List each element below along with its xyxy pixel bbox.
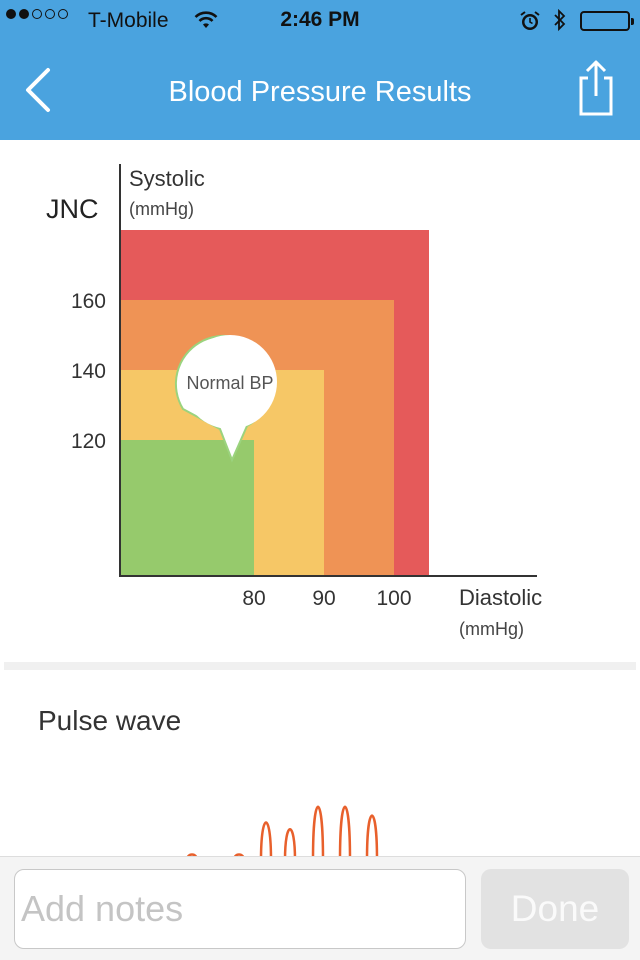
x-tick-label: 80: [242, 587, 265, 610]
x-tick-label: 100: [376, 587, 411, 610]
pulse-wave-line: [0, 805, 640, 860]
section-divider: [4, 662, 636, 670]
y-tick-label: 160: [71, 290, 106, 313]
zone-green: [120, 440, 254, 576]
carrier-label: T-Mobile: [88, 9, 169, 32]
notes-input[interactable]: [14, 869, 466, 949]
page-title: Blood Pressure Results: [168, 76, 472, 108]
y-axis-unit: (mmHg): [129, 199, 194, 219]
y-tick-label: 120: [71, 430, 106, 453]
x-tick-label: 90: [312, 587, 335, 610]
wifi-icon: [193, 10, 219, 36]
marker-label: Normal BP: [186, 373, 273, 393]
battery-icon: [580, 11, 634, 31]
share-button[interactable]: [570, 56, 622, 120]
bluetooth-icon: [552, 8, 568, 39]
y-tick-label: 140: [71, 360, 106, 383]
status-bar: T-Mobile 2:46 PM: [0, 0, 640, 40]
nav-bar: Blood Pressure Results: [0, 40, 640, 140]
chevron-left-icon: [26, 68, 50, 112]
back-button[interactable]: [18, 62, 62, 118]
done-button[interactable]: Done: [481, 869, 629, 949]
notes-bar: Done: [0, 856, 640, 960]
status-time: 2:46 PM: [280, 8, 360, 31]
pulse-wave-title: Pulse wave: [38, 705, 182, 736]
y-axis-label: Systolic: [129, 166, 205, 191]
bp-classification-chart: JNC Systolic (mmHg) Diastolic (mmHg) 120…: [0, 150, 640, 650]
standard-label: JNC: [46, 194, 99, 224]
share-icon: [579, 60, 613, 116]
pulse-wave-chart: [0, 770, 640, 860]
x-axis-unit: (mmHg): [459, 619, 524, 639]
signal-strength-icon: [6, 9, 68, 19]
x-axis-label: Diastolic: [459, 585, 542, 610]
alarm-icon: [519, 10, 541, 38]
normal-bp-marker: Normal BP: [174, 334, 277, 463]
